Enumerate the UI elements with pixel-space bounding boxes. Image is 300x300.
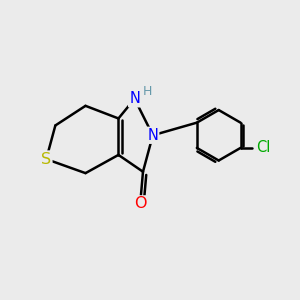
Text: S: S — [41, 152, 51, 166]
Text: N: N — [147, 128, 158, 143]
Text: N: N — [129, 91, 140, 106]
Text: O: O — [134, 196, 146, 211]
Text: Cl: Cl — [256, 140, 270, 155]
Text: H: H — [142, 85, 152, 98]
